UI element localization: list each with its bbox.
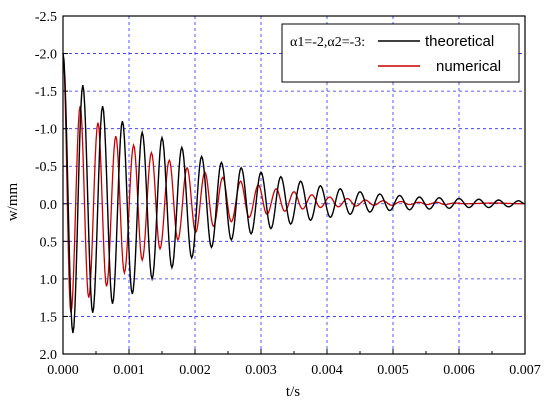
y-axis-label: w/mm	[5, 183, 21, 222]
x-tick-label: 0.001	[113, 363, 145, 378]
legend-box	[281, 23, 520, 83]
legend-label-numerical: numerical	[436, 58, 501, 75]
x-tick-label: 0.004	[311, 363, 343, 378]
series-line-numerical	[62, 53, 526, 313]
x-tick-label: 0.003	[245, 363, 277, 378]
y-tick-label: -1.5	[35, 85, 57, 100]
y-tick-label: 2.0	[40, 348, 58, 363]
legend-parameters: α1=-2,α2=-3:	[290, 35, 365, 50]
y-tick-label: 0.0	[40, 198, 58, 213]
x-tick-label: 0.006	[443, 363, 475, 378]
x-axis-label: t/s	[286, 384, 300, 400]
y-tick-label: 1.0	[40, 273, 58, 288]
x-tick-label: 0.002	[179, 363, 211, 378]
y-tick-label: -0.5	[35, 160, 57, 175]
y-tick-label: -1.0	[35, 123, 57, 138]
x-tick-label: 0.007	[509, 363, 541, 378]
y-tick-label: 1.5	[40, 310, 58, 325]
series-line-theoretical	[62, 53, 526, 334]
legend-label-theoretical: theoretical	[425, 33, 494, 50]
series-layer	[62, 53, 526, 334]
y-tick-label: -2.0	[35, 48, 57, 63]
axis-ticks	[62, 15, 526, 355]
legend: α1=-2,α2=-3: theoretical numerical	[281, 23, 520, 83]
y-tick-label: -2.5	[35, 10, 57, 25]
tick-labels: 0.000 0.001 0.002 0.003 0.004 0.005 0.006 0.007…	[35, 10, 541, 378]
x-tick-label: 0.005	[377, 363, 409, 378]
x-tick-label: 0.000	[47, 363, 79, 378]
y-tick-label: 0.5	[40, 235, 58, 250]
